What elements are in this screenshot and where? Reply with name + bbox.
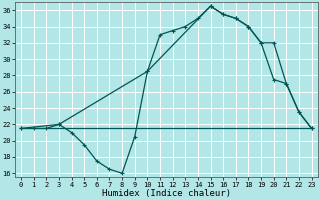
- X-axis label: Humidex (Indice chaleur): Humidex (Indice chaleur): [102, 189, 231, 198]
